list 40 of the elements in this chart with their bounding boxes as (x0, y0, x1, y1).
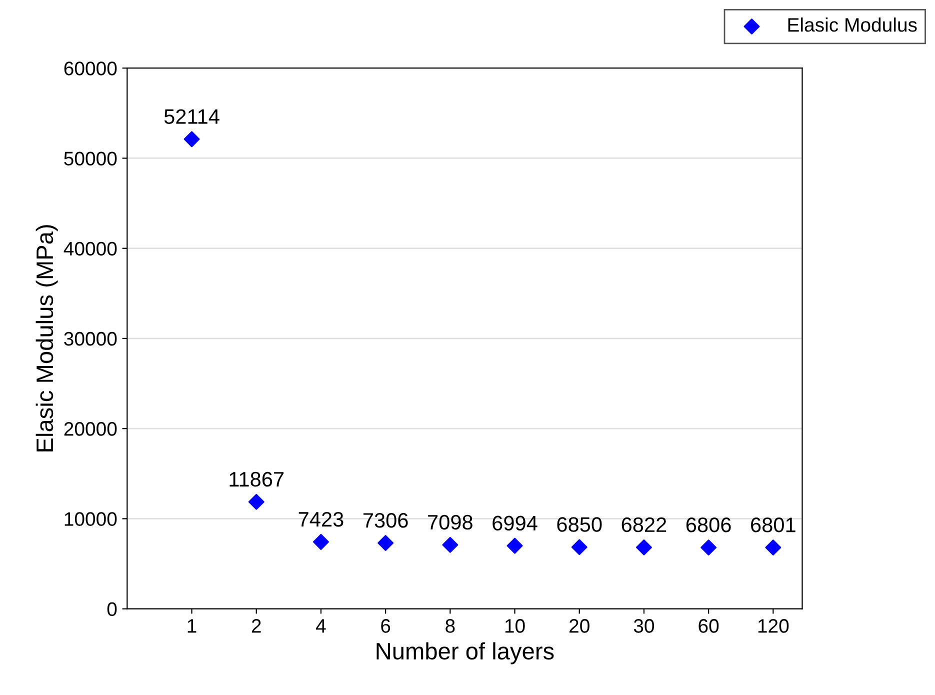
x-tick-label: 120 (758, 619, 789, 633)
x-tick-label: 6 (381, 619, 390, 633)
x-tick-label: 1 (188, 619, 196, 633)
y-tick-label: 30000 (64, 332, 117, 346)
data-label: 6806 (686, 518, 731, 532)
x-tick-label: 8 (446, 619, 455, 633)
y-tick-label: 0 (107, 602, 117, 616)
x-tick-label: 20 (570, 619, 590, 633)
point (700, 540, 717, 556)
point (571, 539, 588, 556)
x-tick-label: 60 (698, 619, 719, 633)
point (506, 538, 523, 554)
point (312, 534, 329, 550)
y-tick-label: 10000 (64, 512, 117, 526)
data-label: 6822 (622, 517, 666, 532)
data-label: 11867 (230, 472, 284, 487)
x-tick-label: 2 (252, 619, 261, 633)
point (636, 539, 652, 556)
point (184, 131, 200, 148)
y-tick-label: 40000 (64, 242, 117, 256)
data-label: 6994 (492, 516, 538, 531)
y-axis-title: Elasic Modulus (MPa) (36, 225, 58, 452)
x-tick-label: 4 (316, 619, 326, 633)
point (378, 535, 394, 551)
data-label: 52114 (164, 109, 220, 124)
data-label: 7098 (428, 514, 472, 530)
data-label: 6801 (751, 518, 796, 532)
data-label: 6850 (557, 517, 602, 532)
x-tick-label: 10 (505, 619, 525, 633)
x-axis-title: Number of layers (376, 642, 554, 664)
x-tick-label: 30 (634, 619, 654, 633)
data-label: 7306 (363, 513, 408, 528)
legend-label: Elasic Modulus (788, 18, 917, 32)
data-label: 7423 (298, 512, 344, 527)
point (765, 540, 782, 556)
y-tick-label: 20000 (64, 422, 117, 436)
y-tick-label: 60000 (64, 62, 117, 76)
point (248, 494, 264, 510)
point (442, 536, 458, 553)
y-tick-label: 50000 (64, 152, 117, 166)
